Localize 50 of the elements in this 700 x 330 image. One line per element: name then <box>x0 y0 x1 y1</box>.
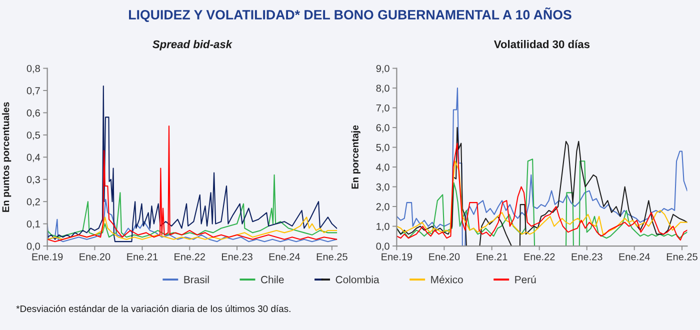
y-tick-label: 8,0 <box>376 84 390 93</box>
y-tick-label: 0,0 <box>26 242 40 251</box>
x-tick-label: Ene.25 <box>316 253 348 260</box>
y-tick-label: 3,0 <box>376 183 390 192</box>
y-tick-label: 0,3 <box>26 176 40 184</box>
x-tick-label: Ene.22 <box>174 253 205 260</box>
x-tick-label: Ene.25 <box>666 253 698 260</box>
y-tick-label: 0,5 <box>26 132 40 140</box>
y-tick-label: 4,0 <box>376 164 390 172</box>
y-tick-label: 0,1 <box>26 220 40 229</box>
x-tick-label: Ene.21 <box>127 253 158 260</box>
legend-label: Colombia <box>336 276 380 284</box>
y-axis-title: En puntos porcentuales <box>2 102 12 212</box>
x-tick-label: Ene.21 <box>476 253 508 260</box>
legend-label: Chile <box>261 276 284 284</box>
x-tick-label: Ene.20 <box>80 253 110 260</box>
x-tick-label: Ene.24 <box>269 253 300 260</box>
y-tick-label: 9,0 <box>376 64 390 74</box>
y-tick-label: 0,7 <box>26 87 40 96</box>
y-tick-label: 0,4 <box>26 154 40 162</box>
x-tick-label: Ene.19 <box>382 253 412 260</box>
x-tick-label: Ene.22 <box>524 253 555 260</box>
y-tick-label: 6,0 <box>376 124 390 132</box>
y-tick-label: 7,0 <box>376 104 390 113</box>
x-tick-label: Ene.20 <box>429 253 460 260</box>
y-tick-label: 0,6 <box>26 109 40 118</box>
y-tick-label: 1,0 <box>376 222 390 232</box>
line-series <box>396 160 688 235</box>
y-tick-label: 2,0 <box>376 203 390 212</box>
text: *Desviación estándar de la variación diaria de los últimos 30 días. <box>16 305 290 312</box>
legend-label: Perú <box>515 276 536 284</box>
y-axis-title: En porcentaje <box>351 125 360 189</box>
chart-subtitle: Volatilidad 30 días <box>494 40 590 48</box>
y-tick-label: 0,8 <box>26 64 40 74</box>
y-tick-label: 0,2 <box>26 198 40 206</box>
line-series <box>396 142 688 241</box>
chart-subtitle: Spread bid-ask <box>152 40 233 50</box>
line-series <box>47 126 338 242</box>
legend-label: México <box>431 276 463 284</box>
x-tick-label: Ene.23 <box>572 253 602 260</box>
line-series <box>47 174 338 238</box>
x-tick-label: Ene.23 <box>222 253 252 260</box>
y-tick-label: 5,0 <box>376 144 390 152</box>
line-series <box>47 86 338 242</box>
legend-label: Brasil <box>184 276 209 284</box>
line-series <box>47 198 338 242</box>
chart-title: LIQUIDEZ Y VOLATILIDAD* DEL BONO GUBERNAMENTAL A 10 AÑOS <box>129 7 572 22</box>
x-tick-label: Ene.24 <box>619 253 650 260</box>
x-tick-label: Ene.19 <box>32 253 63 260</box>
y-tick-label: 0,0 <box>376 242 390 251</box>
